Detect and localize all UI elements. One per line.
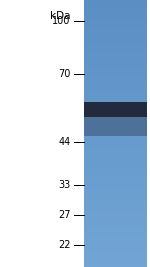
Text: kDa: kDa	[50, 11, 70, 21]
Text: 22: 22	[58, 240, 70, 250]
Text: 70: 70	[58, 69, 70, 78]
Text: 44: 44	[58, 138, 70, 147]
Text: 33: 33	[58, 180, 70, 190]
Text: 100: 100	[52, 16, 70, 26]
Text: 27: 27	[58, 210, 70, 220]
